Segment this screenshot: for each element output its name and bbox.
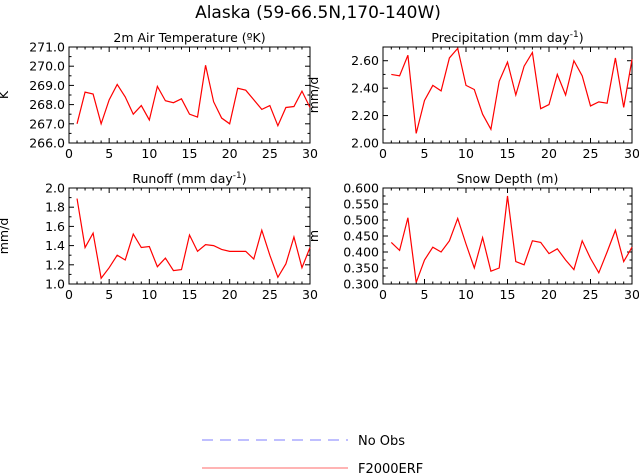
x-tick-label: 0 xyxy=(65,287,73,302)
y-tick-label: 1.8 xyxy=(45,200,65,215)
chart-snow-depth: Snow Depth (m) 0 5 10 15 20 25 30 0.3000.3500.40… xyxy=(306,171,639,302)
x-tick-label: 25 xyxy=(262,287,278,302)
y-tick-label: 0.550 xyxy=(343,197,379,212)
y-tick-label: 1.2 xyxy=(45,257,65,272)
x-tick-label: 25 xyxy=(583,146,599,161)
y-tick-label: 270.0 xyxy=(29,59,65,74)
x-tick-label: 10 xyxy=(141,146,157,161)
x-tick-label: 30 xyxy=(302,287,318,302)
series-line-f2000erf xyxy=(76,65,311,128)
y-tick-label: 0.500 xyxy=(343,213,379,228)
chart-runoff: Runoff (mm day-1) 0 5 10 15 20 25 30 1.0 1.2 1.4 1.… xyxy=(0,171,318,302)
x-tick-label: 20 xyxy=(541,287,557,302)
y-tick-label: 267.0 xyxy=(29,116,65,131)
y-tick-label: 0.600 xyxy=(343,181,379,196)
y-tick-label: 2.0 xyxy=(45,181,65,196)
x-tick-label: 10 xyxy=(141,287,157,302)
chart-air-temperature: 2m Air Temperature (ºK) 0 5 10 15 20 25 30 266.0… xyxy=(0,30,318,161)
y-axis-label: m xyxy=(306,230,321,242)
y-tick-label: 0.350 xyxy=(343,261,379,276)
y-tick-label: 2.40 xyxy=(351,81,379,96)
x-tick-label: 25 xyxy=(262,146,278,161)
y-tick-label: 268.0 xyxy=(29,97,65,112)
x-tick-label: 20 xyxy=(222,287,238,302)
y-tick-label: 1.0 xyxy=(45,277,65,292)
x-tick-label: 10 xyxy=(458,287,474,302)
legend-label: F2000ERF xyxy=(358,462,423,476)
x-tick-label: 0 xyxy=(379,146,387,161)
y-tick-label: 2.60 xyxy=(351,53,379,68)
legend-label: No Obs xyxy=(358,434,405,449)
series-line-f2000erf xyxy=(391,47,633,134)
y-tick-label: 1.6 xyxy=(45,219,65,234)
x-tick-label: 25 xyxy=(583,287,599,302)
x-tick-label: 30 xyxy=(624,146,639,161)
x-tick-label: 5 xyxy=(105,146,113,161)
x-tick-label: 0 xyxy=(65,146,73,161)
x-tick-label: 5 xyxy=(421,287,429,302)
chart-title: 2m Air Temperature (ºK) xyxy=(113,30,265,45)
panels: 2m Air Temperature (ºK) 0 5 10 15 20 25 30 266.0… xyxy=(0,30,639,302)
plot-frame xyxy=(68,46,311,144)
y-axis-label: K xyxy=(0,90,11,99)
chart-title: Precipitation (mm day-1) xyxy=(431,30,583,45)
y-tick-label: 269.0 xyxy=(29,78,65,93)
y-axis-label: mm/d xyxy=(306,77,321,114)
x-tick-label: 30 xyxy=(302,146,318,161)
y-axis-label: mm/d xyxy=(0,218,11,255)
x-tick-label: 5 xyxy=(421,146,429,161)
chart-title: Snow Depth (m) xyxy=(457,171,559,186)
series-line-f2000erf xyxy=(76,198,311,280)
y-tick-label: 0.450 xyxy=(343,229,379,244)
chart-precipitation: Precipitation (mm day-1) 0 5 10 15 20 25 30 2.00… xyxy=(306,30,639,161)
y-tick-label: 2.20 xyxy=(351,108,379,123)
x-tick-label: 30 xyxy=(624,287,639,302)
y-tick-label: 271.0 xyxy=(29,40,65,55)
y-tick-label: 0.400 xyxy=(343,245,379,260)
y-tick-label: 0.300 xyxy=(343,277,379,292)
x-tick-label: 15 xyxy=(182,146,198,161)
x-tick-label: 15 xyxy=(500,287,516,302)
series-line-f2000erf xyxy=(390,195,633,283)
x-tick-label: 0 xyxy=(379,287,387,302)
legend: No Obs F2000ERF xyxy=(202,434,423,476)
figure-title: Alaska (59-66.5N,170-140W) xyxy=(195,3,441,23)
x-tick-label: 15 xyxy=(500,146,516,161)
x-tick-label: 15 xyxy=(182,287,198,302)
y-tick-label: 2.00 xyxy=(351,136,379,151)
chart-title: Runoff (mm day-1) xyxy=(132,171,246,186)
x-tick-label: 10 xyxy=(458,146,474,161)
x-tick-label: 5 xyxy=(105,287,113,302)
y-tick-label: 1.4 xyxy=(45,238,65,253)
x-tick-label: 20 xyxy=(541,146,557,161)
x-tick-label: 20 xyxy=(222,146,238,161)
y-tick-label: 266.0 xyxy=(29,136,65,151)
